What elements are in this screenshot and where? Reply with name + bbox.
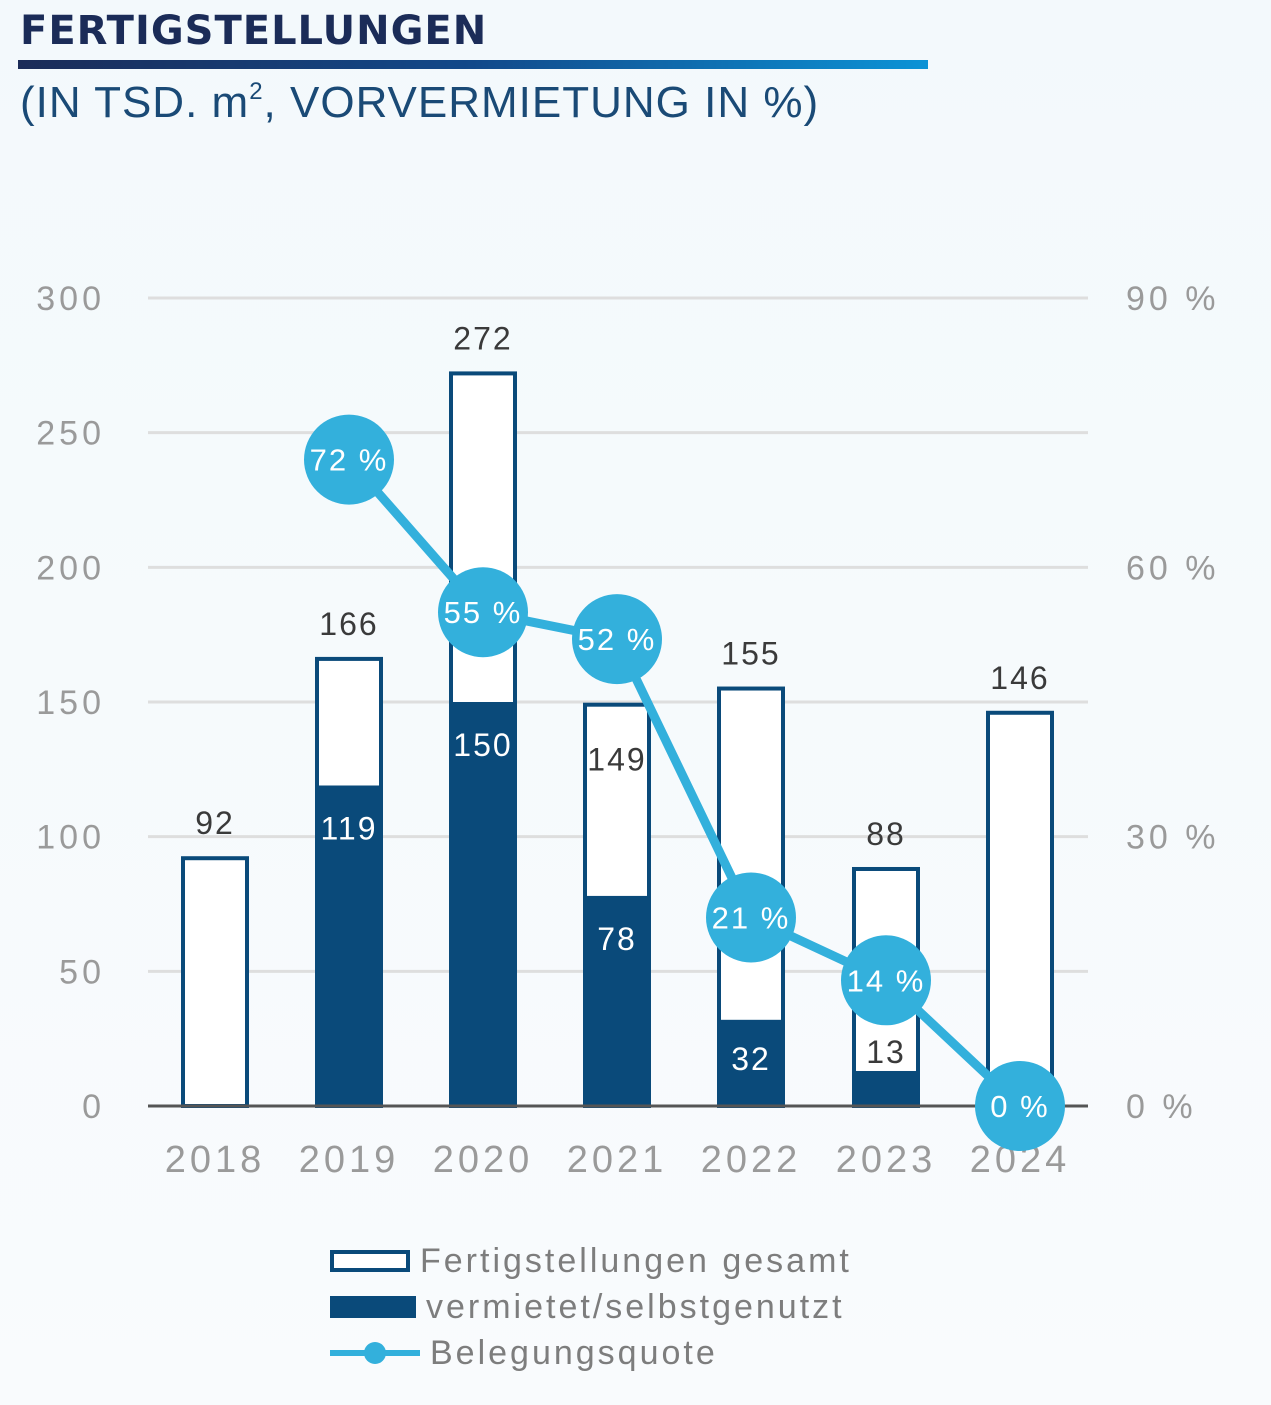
rate-value-label: 14 % (847, 963, 926, 998)
bar-rented (585, 895, 649, 1106)
bar-total (986, 710, 1054, 1108)
y-tick-label: 150 (36, 684, 105, 722)
rate-marker (438, 567, 528, 658)
x-axis-ticks: 2018 2019 2020 2021 2022 2023 2024 (165, 1139, 1067, 1181)
x-tick-label: 2019 (299, 1139, 400, 1181)
legend: Fertigstellungen gesamt vermietet/selbst… (330, 1238, 852, 1376)
subtitle-superscript: 2 (249, 78, 264, 105)
legend-label-rate: Belegungsquote (430, 1333, 718, 1372)
total-value-label: 155 (721, 636, 780, 672)
legend-label-rented: vermietet/selbstgenutzt (426, 1287, 845, 1326)
total-value-label: 88 (866, 816, 906, 852)
bar-rented (719, 1019, 783, 1106)
y-tick-label: 200 (36, 549, 105, 587)
left-axis-ticks: 0 50 100 150 200 250 300 (36, 280, 105, 1126)
total-value-label: 166 (319, 606, 378, 642)
bar-rented (317, 785, 381, 1106)
legend-label-total: Fertigstellungen gesamt (420, 1241, 852, 1280)
legend-item-rate: Belegungsquote (330, 1330, 852, 1376)
total-value-label: 92 (195, 805, 235, 841)
total-value-label: 149 (587, 742, 646, 778)
rate-value-label: 0 % (990, 1089, 1049, 1124)
legend-swatch-total (330, 1250, 410, 1272)
rate-line: 72 % 55 % 52 % 21 % 14 % 0 % (304, 414, 1065, 1151)
rate-value-label: 52 % (578, 622, 657, 657)
rented-value-label: 32 (731, 1041, 771, 1077)
legend-item-rented: vermietet/selbstgenutzt (330, 1284, 852, 1330)
total-value-label: 146 (990, 660, 1049, 696)
x-tick-label: 2023 (836, 1139, 937, 1181)
rate-marker (841, 935, 931, 1026)
rented-value-label: 78 (597, 921, 637, 957)
legend-swatch-rate (330, 1342, 420, 1364)
y2-tick-label: 0 % (1126, 1088, 1197, 1126)
y-tick-label: 100 (36, 819, 105, 857)
y-tick-label: 300 (36, 280, 105, 318)
legend-swatch-rented (330, 1296, 416, 1318)
y2-tick-label: 90 % (1126, 280, 1220, 318)
title-underline (18, 60, 928, 69)
bar-labels: 92 166 119 272 150 149 78 155 32 88 13 146 (195, 320, 1049, 1077)
total-value-label: 272 (453, 320, 512, 356)
rented-value-label: 150 (453, 727, 512, 763)
chart-title: FERTIGSTELLUNGEN (20, 8, 488, 54)
rate-marker (706, 872, 796, 963)
rate-marker (572, 594, 662, 685)
rate-marker (304, 414, 394, 505)
y-tick-label: 250 (36, 415, 105, 453)
x-tick-label: 2021 (567, 1139, 668, 1181)
bar-total (181, 856, 249, 1108)
y2-tick-label: 30 % (1126, 819, 1220, 857)
subtitle-text-end: , VORVERMIETUNG IN %) (263, 78, 820, 127)
y-tick-label: 0 (82, 1088, 105, 1126)
y-tick-label: 50 (59, 953, 105, 991)
x-tick-label: 2020 (433, 1139, 534, 1181)
legend-item-total: Fertigstellungen gesamt (330, 1238, 852, 1284)
rate-value-label: 21 % (712, 900, 791, 935)
rate-value-label: 55 % (444, 595, 523, 630)
chart-subtitle: (IN TSD. m2, VORVERMIETUNG IN %) (20, 78, 819, 128)
right-axis-ticks: 0 % 30 % 60 % 90 % (1126, 280, 1220, 1126)
x-tick-label: 2022 (701, 1139, 802, 1181)
rate-marker (975, 1061, 1065, 1151)
x-tick-label: 2018 (165, 1139, 266, 1181)
bar-rented (854, 1070, 918, 1106)
y2-tick-label: 60 % (1126, 549, 1220, 587)
subtitle-text: (IN TSD. m (20, 78, 250, 127)
bar-rented (451, 702, 515, 1106)
rented-value-label: 13 (866, 1034, 906, 1070)
rate-value-label: 72 % (310, 443, 389, 478)
rented-value-label: 119 (320, 810, 377, 846)
